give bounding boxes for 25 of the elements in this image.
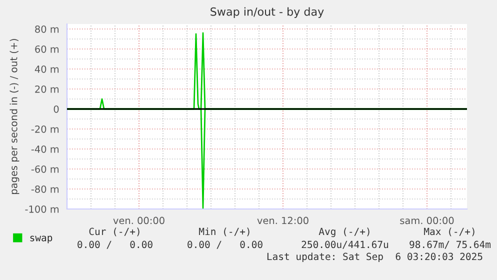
- text: Cur (-/+): [89, 228, 140, 236]
- text: 98.67m/ 75.64m: [410, 240, 491, 249]
- text: Max (-/+): [424, 228, 474, 236]
- y-tick-label: -20 m: [31, 125, 59, 133]
- y-tick-label: -80 m: [31, 185, 59, 193]
- text: 0.00 / 0.00: [78, 240, 152, 249]
- text: 250.00u/441.67u: [302, 240, 388, 249]
- y-tick-label: 0: [54, 105, 59, 113]
- y-tick-label: -40 m: [31, 145, 59, 153]
- text: Avg (-/+): [318, 228, 370, 238]
- legend-label: swap: [30, 236, 52, 244]
- x-tick-label: sam. 00:00: [400, 216, 454, 224]
- y-tick-label: -100 m: [25, 205, 59, 213]
- y-tick-label: -60 m: [31, 165, 59, 173]
- text: Last update: Sat Sep 6 03:20:03 2025: [267, 252, 482, 262]
- text: 0.00 / 0.00: [188, 240, 262, 249]
- chart-title: Swap in/out - by day: [210, 7, 324, 18]
- y-axis-title: pages per second in (-) / out (+): [10, 38, 20, 194]
- text: Min (-/+): [199, 228, 250, 236]
- y-tick-label: 40 m: [34, 65, 59, 73]
- x-tick-label: ven. 12:00: [257, 216, 308, 224]
- y-tick-label: 80 m: [35, 25, 59, 33]
- x-tick-label: ven. 00:00: [113, 216, 164, 224]
- y-tick-label: 20 m: [35, 85, 59, 93]
- y-tick-label: 60 m: [35, 45, 59, 53]
